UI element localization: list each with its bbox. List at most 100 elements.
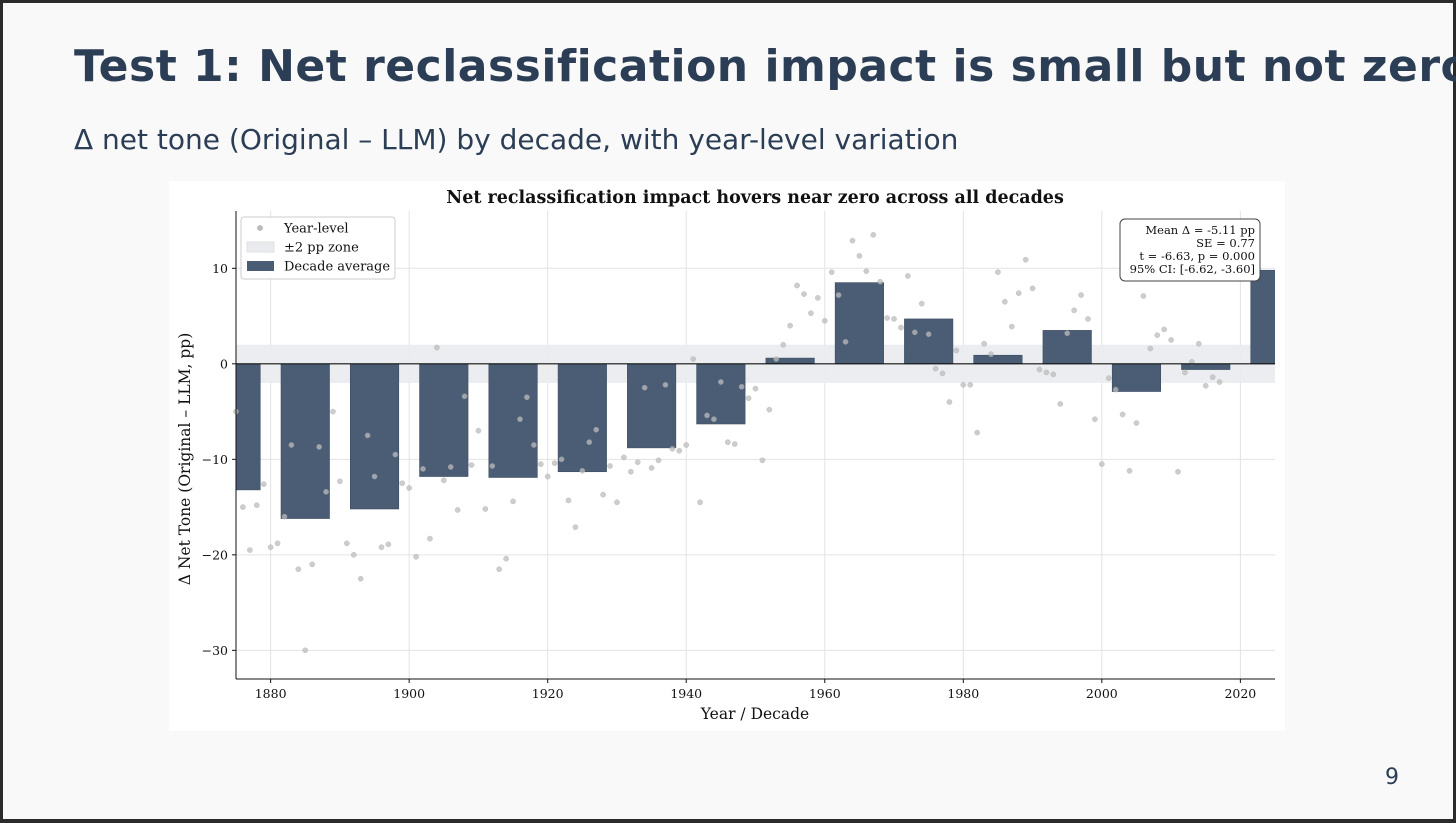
year-point <box>1022 256 1029 263</box>
bar-layer <box>236 269 1275 519</box>
year-point <box>669 445 676 452</box>
decade-bar <box>904 318 954 365</box>
year-point <box>724 439 731 445</box>
legend-label: Decade average <box>284 260 390 275</box>
year-point <box>842 338 849 345</box>
year-point <box>849 237 856 244</box>
year-point <box>240 504 246 510</box>
decade-bar <box>557 363 607 473</box>
year-point <box>600 491 606 498</box>
year-point <box>1085 316 1091 322</box>
year-point <box>586 439 593 445</box>
year-point <box>593 426 600 433</box>
year-point <box>302 647 309 654</box>
chart-title: Net reclassification impact hovers near … <box>446 188 1064 208</box>
year-point <box>503 555 509 562</box>
chart: Net reclassification impact hovers near … <box>176 188 1275 723</box>
year-point <box>607 463 613 469</box>
year-point <box>510 498 516 505</box>
year-point <box>814 295 821 301</box>
year-point <box>898 324 904 331</box>
year-point <box>1202 382 1209 389</box>
year-point <box>711 416 717 423</box>
year-point <box>627 468 634 475</box>
year-point <box>1092 416 1098 423</box>
year-point <box>925 331 932 338</box>
year-point <box>780 341 787 348</box>
year-point <box>323 488 329 495</box>
slide-subtitle: Δ net tone (Original – LLM) by decade, w… <box>74 123 959 156</box>
year-point <box>309 561 316 568</box>
x-tick-label: 2020 <box>1224 686 1256 701</box>
year-point <box>440 477 447 484</box>
year-point <box>1182 369 1188 376</box>
year-point <box>662 381 669 388</box>
year-point <box>1078 292 1084 298</box>
year-point <box>413 553 419 560</box>
year-point <box>704 412 710 419</box>
year-point <box>247 547 253 553</box>
x-tick-label: 1880 <box>255 686 287 701</box>
decade-bar <box>419 363 469 477</box>
year-point <box>572 524 579 530</box>
year-point <box>974 429 981 436</box>
year-point <box>1057 401 1064 407</box>
year-point <box>808 310 814 317</box>
year-point <box>350 551 357 558</box>
year-point <box>530 442 537 448</box>
year-point <box>655 457 662 464</box>
year-point <box>489 463 496 469</box>
year-point <box>1008 323 1015 330</box>
year-point <box>967 381 974 388</box>
year-point <box>1175 468 1181 475</box>
year-point <box>821 317 828 324</box>
year-point <box>953 347 960 354</box>
decade-bar <box>627 363 677 449</box>
stats-line: 95% CI: [-6.62, -3.60] <box>1130 262 1255 276</box>
year-point <box>634 459 641 466</box>
decade-bar <box>1250 269 1275 365</box>
year-point <box>614 499 620 506</box>
year-point <box>447 464 454 470</box>
y-tick-label: −30 <box>202 643 228 658</box>
year-point <box>1112 386 1119 393</box>
year-point <box>281 513 288 520</box>
legend-box <box>240 216 396 280</box>
year-point <box>399 480 406 487</box>
year-point <box>1105 375 1112 381</box>
year-point <box>253 502 260 509</box>
year-point <box>981 340 987 347</box>
x-tick-label: 1920 <box>532 686 564 701</box>
year-point <box>337 478 343 485</box>
year-point <box>461 393 468 400</box>
x-axis-label: Year / Decade <box>700 705 809 723</box>
stats-line: t = -6.63, p = 0.000 <box>1139 249 1255 263</box>
year-point <box>1209 374 1216 381</box>
decade-bar <box>834 282 884 365</box>
year-point <box>773 356 780 362</box>
y-tick-label: −20 <box>202 547 228 562</box>
year-point <box>766 406 773 413</box>
year-point <box>434 344 440 351</box>
year-point <box>1043 369 1050 376</box>
year-point <box>1126 467 1133 474</box>
year-point <box>641 384 648 391</box>
y-axis-label: Δ Net Tone (Original – LLM, pp) <box>176 333 194 586</box>
legend-label: Year-level <box>283 222 349 237</box>
year-point <box>988 351 994 358</box>
year-point <box>517 416 523 423</box>
year-point <box>1098 461 1105 467</box>
year-point <box>738 383 745 390</box>
year-point <box>891 316 897 322</box>
year-point <box>1189 359 1195 365</box>
year-point <box>1071 307 1077 314</box>
year-point <box>468 462 475 468</box>
year-point <box>621 454 627 461</box>
year-point <box>1064 330 1071 337</box>
year-point <box>378 544 385 551</box>
x-tick-label: 1960 <box>809 686 841 701</box>
year-point <box>420 466 426 472</box>
year-point <box>939 370 946 377</box>
legend-zone-swatch <box>246 241 275 253</box>
year-point <box>718 379 724 385</box>
